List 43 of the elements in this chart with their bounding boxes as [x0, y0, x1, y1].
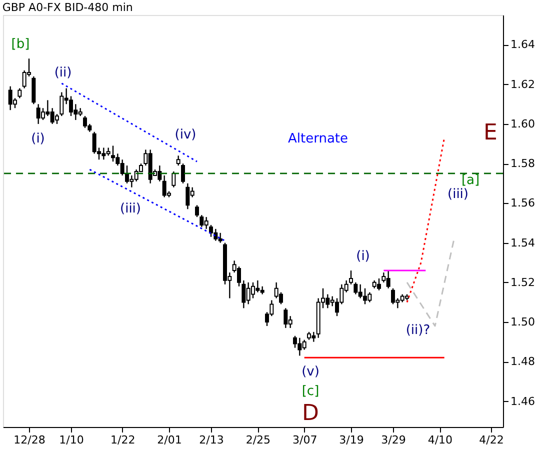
x-tick-label: 2/13	[199, 434, 224, 446]
candlestick	[195, 204, 199, 218]
x-tick-label: 12/28	[14, 434, 46, 446]
candlestick	[349, 270, 353, 285]
x-tick-label: 1/10	[59, 434, 84, 446]
annotation: [a]	[461, 172, 480, 188]
candlestick	[172, 170, 176, 188]
annotation: E	[484, 120, 498, 146]
y-tick-label: 1.60	[510, 117, 535, 130]
x-tick-label: 3/07	[292, 434, 318, 446]
y-tick-label: 1.62	[510, 78, 535, 91]
y-tick-label: 1.64	[510, 38, 535, 52]
y-tick-label: 1.56	[510, 196, 535, 210]
annotation: (iii)	[120, 202, 141, 217]
annotation: (iv)	[174, 127, 196, 142]
annotation: (ii)	[54, 66, 72, 81]
candlestick	[18, 88, 22, 99]
annotation: [b]	[11, 36, 30, 52]
annotation: D	[302, 400, 319, 426]
x-tick-label: 2/25	[246, 434, 271, 446]
annotation: (i)	[31, 132, 45, 147]
x-tick-label: 2/01	[157, 434, 182, 446]
annotation: [c]	[302, 384, 320, 400]
x-tick-label: 4/22	[479, 434, 504, 446]
x-tick-label: 4/10	[428, 434, 453, 446]
x-tick-label: 3/19	[339, 434, 364, 446]
y-tick-label: 1.58	[510, 157, 535, 170]
y-tick-label: 1.52	[510, 276, 535, 289]
y-tick-label: 1.48	[510, 355, 535, 368]
x-tick-label: 3/29	[381, 434, 406, 446]
y-tick-label: 1.54	[510, 236, 535, 250]
candlestick	[181, 162, 185, 184]
annotation: (iii)	[448, 187, 468, 202]
annotation: (i)	[356, 249, 370, 264]
candlestick	[32, 76, 36, 105]
x-tick-label: 1/22	[110, 434, 136, 446]
chart-title: GBP A0-FX BID-480 min	[2, 1, 133, 14]
y-tick-label: 1.50	[510, 316, 535, 329]
annotation: (v)	[302, 364, 320, 380]
annotation: (ii)?	[406, 323, 430, 338]
annotation: Alternate	[288, 132, 348, 147]
candlestick	[176, 155, 180, 166]
y-tick-label: 1.46	[510, 394, 535, 408]
